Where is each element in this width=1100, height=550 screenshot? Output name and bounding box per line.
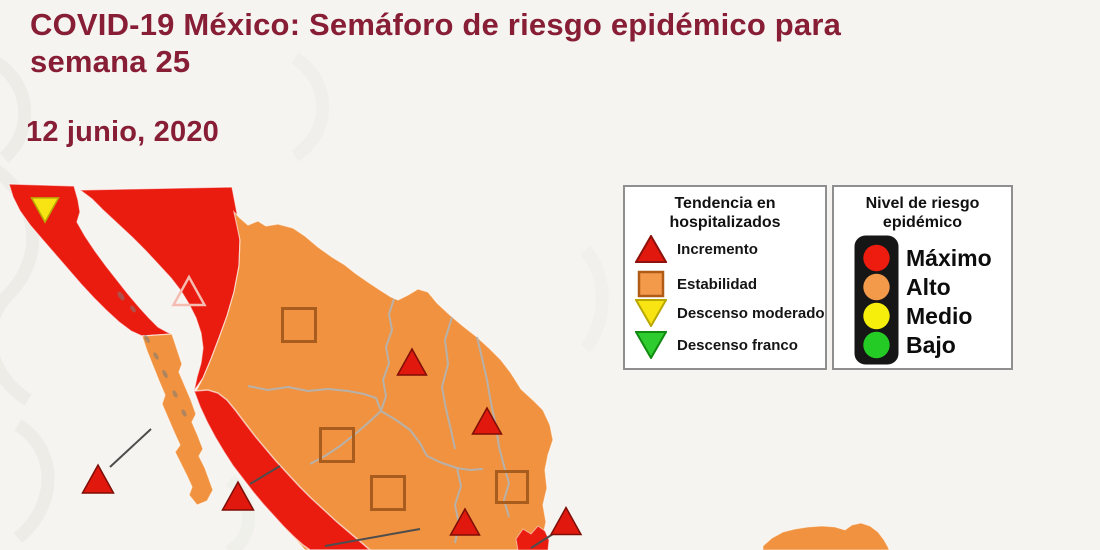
- risk-level-label-alto: Alto: [906, 274, 951, 300]
- state-baja-california: [8, 183, 173, 337]
- triangle-down-icon: [633, 331, 669, 359]
- gulf-islands: [117, 291, 187, 417]
- marker-leader-line: [530, 533, 554, 549]
- map-marker-square-outline: [495, 470, 529, 504]
- map-marker-square-outline: [319, 427, 355, 463]
- legend-item-label: Descenso moderado: [677, 304, 825, 322]
- legend-item-estabilidad: Estabilidad: [633, 270, 757, 298]
- sinaloa-nayarit-coast: [192, 389, 372, 550]
- risk-level-label-bajo: Bajo: [906, 332, 956, 358]
- map-marker-triangle-up-outline: [171, 274, 207, 307]
- triangle-up-icon: [633, 235, 669, 263]
- marker-leader-line: [324, 528, 421, 547]
- legend-risk-level: Nivel de riesgo epidémico Máximo Alto Me…: [832, 185, 1013, 370]
- square-icon: [633, 270, 669, 298]
- legend-item-incremento: Incremento: [633, 235, 758, 263]
- map-marker-square-outline: [370, 475, 406, 511]
- traffic-light-icon: [854, 235, 899, 365]
- legend-item-label: Incremento: [677, 240, 758, 258]
- map-marker-triangle-up: [396, 347, 428, 376]
- map-marker-triangle-up: [449, 507, 481, 536]
- marker-leader-line: [109, 428, 152, 468]
- risk-level-label-medio: Medio: [906, 303, 973, 329]
- triangle-down-icon: [633, 299, 669, 327]
- gulf-coast-red-patch: [515, 525, 550, 550]
- map-marker-triangle-down: [30, 197, 60, 224]
- risk-level-label-maximo: Máximo: [906, 245, 992, 271]
- page-title-line1: COVID-19 México: Semáforo de riesgo epid…: [30, 7, 842, 42]
- map-marker-square-outline: [281, 307, 317, 343]
- page-title: COVID-19 México: Semáforo de riesgo epid…: [30, 6, 841, 80]
- map-marker-triangle-up: [81, 463, 115, 494]
- legend-item-label: Descenso franco: [677, 336, 798, 354]
- state-baja-california-sur: [141, 333, 214, 506]
- marker-leader-line: [249, 465, 281, 485]
- map-marker-triangle-up: [549, 505, 583, 536]
- yucatan-peninsula: [762, 522, 890, 550]
- map-marker-triangle-up: [471, 406, 503, 435]
- legend-risk-title: Nivel de riesgo epidémico: [865, 195, 980, 231]
- date-label: 12 junio, 2020: [26, 116, 219, 148]
- legend-item-descenso-moderado: Descenso moderado: [633, 299, 825, 327]
- map-marker-triangle-up: [221, 480, 255, 511]
- legend-hospitalization-trend: Tendencia en hospitalizados Incremento E…: [623, 185, 827, 370]
- legend-trend-title: Tendencia en hospitalizados: [669, 195, 781, 231]
- page-title-line2: semana 25: [30, 44, 191, 79]
- legend-item-label: Estabilidad: [677, 275, 758, 293]
- map-marker-layer: [30, 197, 583, 549]
- legend-item-descenso-franco: Descenso franco: [633, 331, 798, 359]
